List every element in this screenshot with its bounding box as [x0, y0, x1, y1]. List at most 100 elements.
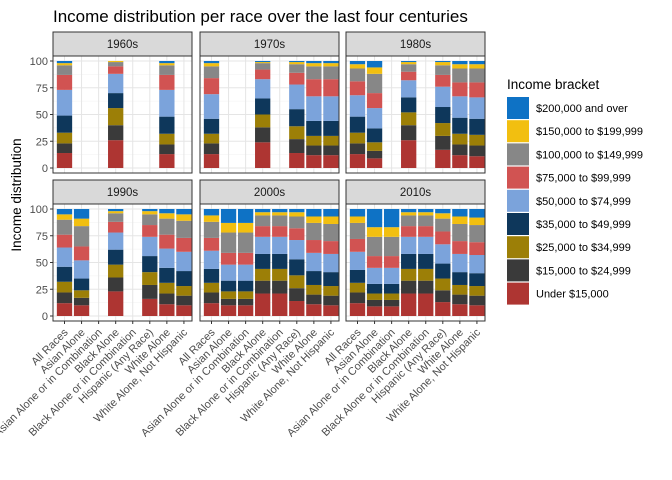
bar-white-alone	[452, 209, 468, 316]
bar-segment-50-000-to-74-999	[203, 94, 220, 119]
bar-segment-50-000-to-74-999	[349, 95, 366, 117]
legend-label: $15,000 to $24,999	[536, 265, 631, 277]
legend-label: $75,000 to $99,999	[536, 173, 631, 185]
legend-item-15-000-to-24-999: $15,000 to $24,999	[507, 259, 631, 282]
legend-item-200-000-and-over: $200,000 and over	[507, 97, 628, 119]
legend-label: Under $15,000	[536, 289, 609, 301]
bar-segment-75-000-to-99-999	[306, 240, 322, 253]
bar-segment-35-000-to-49-999	[255, 253, 271, 269]
bar-segment-under-15-000	[73, 305, 90, 316]
bar-segment-100-000-to-149-999	[349, 68, 366, 82]
bar-segment-25-000-to-34-999	[452, 284, 468, 295]
bar-all-races	[349, 209, 366, 316]
legend-item-100-000-to-149-999: $100,000 to $149,999	[507, 143, 643, 166]
bar-segment-under-15-000	[469, 305, 485, 316]
y-axis-title: Income distribution	[9, 138, 24, 251]
bar-segment-50-000-to-74-999	[56, 89, 73, 116]
bar-segment-15-000-to-24-999	[469, 145, 485, 157]
bar-segment-75-000-to-99-999	[469, 242, 485, 256]
legend: Income bracket $200,000 and over $150,000…	[507, 77, 643, 305]
bar-segment-15-000-to-24-999	[401, 125, 417, 141]
panel-border	[199, 55, 340, 174]
bar-white-alone	[306, 209, 322, 316]
bar-segment-75-000-to-99-999	[452, 82, 468, 97]
bar-black-alone	[108, 61, 124, 168]
bar-segment-under-15-000	[108, 140, 124, 168]
bar-segment-100-000-to-149-999	[56, 65, 73, 75]
bar-segment-50-000-to-74-999	[159, 248, 175, 268]
panel-1980s: 1980s	[345, 31, 486, 174]
bar-black-alone	[401, 209, 417, 316]
bar-segment-25-000-to-34-999	[255, 268, 271, 281]
bar-segment-25-000-to-34-999	[176, 286, 192, 296]
bar-segment-35-000-to-49-999	[159, 267, 175, 283]
bar-segment-50-000-to-74-999	[452, 96, 468, 118]
legend-item-50-000-to-74-999: $50,000 to $74,999	[507, 189, 631, 212]
bar-segment-50-000-to-74-999	[220, 264, 237, 281]
bar-segment-75-000-to-99-999	[142, 225, 158, 237]
bar-segment-200-000-and-over	[306, 209, 322, 217]
bar-segment-150-000-to-199-999	[383, 227, 400, 237]
bar-segment-25-000-to-34-999	[366, 293, 383, 300]
bar-segment-150-000-to-199-999	[452, 64, 468, 69]
bar-segment-200-000-and-over	[306, 61, 322, 64]
bar-segment-15-000-to-24-999	[159, 293, 175, 305]
legend-label: $100,000 to $149,999	[536, 149, 643, 161]
bar-segment-under-15-000	[418, 293, 434, 316]
panel-strip	[345, 31, 486, 57]
bar-segment-35-000-to-49-999	[366, 283, 383, 294]
panel-1960s: 1960s 0 25 50 75 100	[30, 31, 193, 175]
bar-segment-under-15-000	[306, 304, 322, 316]
bar-segment-25-000-to-34-999	[56, 132, 73, 144]
legend-key	[507, 166, 529, 189]
bar-segment-35-000-to-49-999	[383, 283, 400, 294]
bar-segment-15-000-to-24-999	[349, 143, 366, 155]
bar-segment-50-000-to-74-999	[323, 96, 339, 121]
bar-asian-alone	[220, 209, 237, 316]
bar-segment-35-000-to-49-999	[452, 117, 468, 134]
bar-segment-under-15-000	[203, 303, 220, 316]
bar-segment-25-000-to-34-999	[73, 290, 90, 298]
panel-strip-label: 1970s	[254, 39, 286, 51]
bar-segment-100-000-to-149-999	[383, 236, 400, 257]
bar-white-alone-not-hispanic	[469, 209, 485, 316]
bar-segment-200-000-and-over	[159, 61, 175, 64]
bar-segment-under-15-000	[108, 291, 124, 316]
bar-segment-35-000-to-49-999	[237, 280, 254, 292]
y-tick-label: 50	[36, 258, 48, 270]
bar-segment-75-000-to-99-999	[159, 74, 175, 90]
bar-segment-200-000-and-over	[469, 61, 485, 65]
bar-asian-alone	[366, 209, 383, 316]
legend-key	[507, 143, 529, 166]
panel-strip	[52, 31, 193, 57]
bar-segment-15-000-to-24-999	[289, 139, 305, 154]
bar-segment-75-000-to-99-999	[366, 256, 383, 268]
bar-segment-200-000-and-over	[56, 61, 73, 64]
bar-segment-25-000-to-34-999	[289, 126, 305, 140]
panel-strip-label: 1980s	[400, 39, 432, 51]
bar-segment-50-000-to-74-999	[142, 236, 158, 257]
bar-segment-75-000-to-99-999	[306, 79, 322, 97]
bar-segment-under-15-000	[383, 306, 400, 316]
bar-segment-75-000-to-99-999	[349, 238, 366, 252]
bar-segment-35-000-to-49-999	[401, 97, 417, 113]
bar-segment-75-000-to-99-999	[203, 237, 220, 251]
bar-segment-35-000-to-49-999	[418, 253, 434, 269]
y-tick-label: 25	[36, 284, 48, 296]
bar-asian-alone-or-in-combination	[383, 209, 400, 316]
legend-key	[507, 213, 529, 235]
bar-segment-under-15-000	[255, 293, 271, 316]
bar-segment-under-15-000	[435, 302, 451, 316]
bar-all-races	[349, 61, 366, 168]
bar-segment-under-15-000	[56, 303, 73, 316]
bar-segment-50-000-to-74-999	[108, 73, 124, 94]
bar-segment-35-000-to-49-999	[323, 120, 339, 136]
bar-segment-150-000-to-199-999	[56, 214, 73, 220]
bar-segment-under-15-000	[159, 154, 175, 168]
bar-segment-15-000-to-24-999	[73, 297, 90, 306]
bar-segment-50-000-to-74-999	[366, 267, 383, 284]
bar-segment-15-000-to-24-999	[220, 298, 237, 306]
bar-segment-50-000-to-74-999	[289, 240, 305, 260]
bar-segment-200-000-and-over	[73, 209, 90, 219]
legend-item-under-15-000: Under $15,000	[507, 282, 609, 305]
